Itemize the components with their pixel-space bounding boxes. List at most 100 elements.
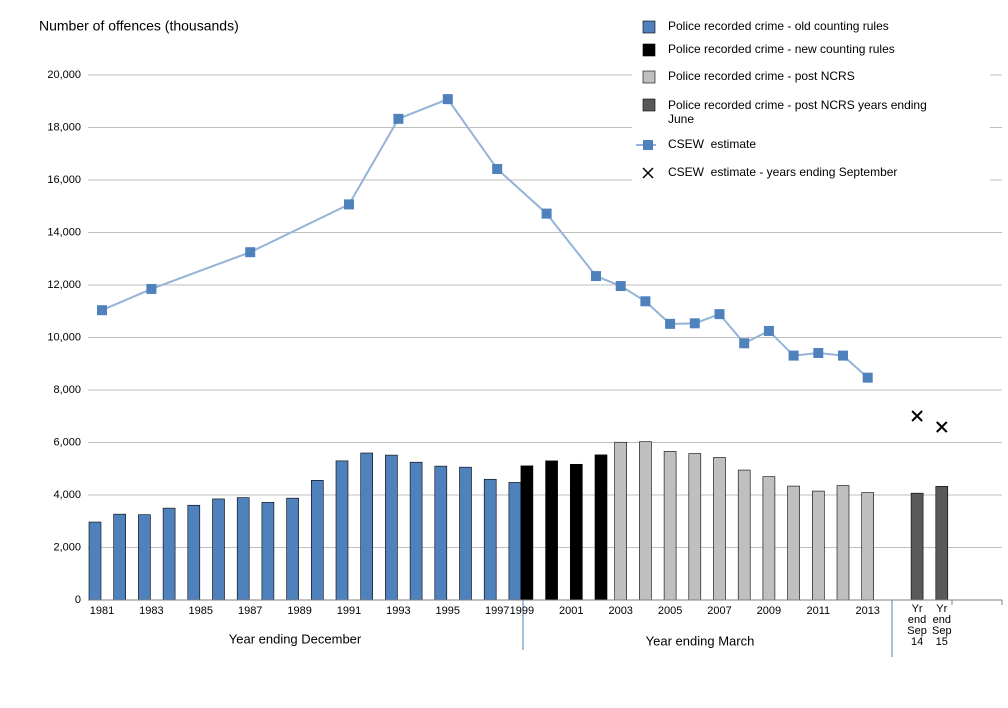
x-tick-label: 1991 [337, 605, 361, 617]
x-tick-label: 2011 [806, 605, 830, 617]
y-tick-label: 12,000 [47, 279, 81, 291]
bar [483, 478, 497, 601]
marker [344, 199, 354, 210]
marks [88, 94, 949, 601]
bar [935, 486, 949, 601]
x-tick-label: 2005 [658, 605, 682, 617]
marker [393, 113, 404, 124]
legend-label: CSEW estimate [668, 137, 756, 151]
bar [639, 441, 652, 601]
x-tick-label: 2013 [855, 605, 879, 617]
bar [385, 454, 398, 601]
x-tick-label: 2009 [757, 605, 781, 617]
legend-swatch [642, 20, 656, 34]
bar [236, 497, 250, 601]
y-tick-label: 0 [75, 594, 81, 606]
y-tick-label: 6,000 [53, 436, 81, 448]
bar [688, 453, 702, 601]
group-label: Year ending December [229, 631, 362, 646]
marker [763, 325, 774, 336]
bar [113, 513, 126, 601]
marker [615, 281, 626, 292]
x-tick-label: 1987 [238, 605, 262, 617]
x-tick-label: 1983 [139, 605, 163, 617]
bar [569, 463, 583, 601]
legend-swatch [642, 70, 656, 84]
marker [245, 247, 256, 258]
x-tick-label: 2007 [707, 605, 731, 617]
bar [508, 482, 522, 601]
legend-label: Police recorded crime - new counting rul… [668, 42, 895, 56]
x-tick-label: 1989 [287, 605, 311, 617]
x-tick-label: 2001 [559, 605, 583, 617]
x-tick-label: 1981 [90, 605, 114, 617]
bar [545, 460, 558, 601]
x-tick-label: 1985 [189, 605, 213, 617]
legend-label: Police recorded crime - post NCRS [668, 69, 855, 83]
y-tick-label: 10,000 [47, 331, 81, 343]
y-tick-label: 18,000 [47, 121, 81, 133]
y-tick-label: 4,000 [53, 489, 81, 501]
legend-label: CSEW estimate - years ending September [668, 165, 897, 179]
marker [591, 271, 601, 282]
bar [737, 469, 751, 601]
bar [713, 457, 726, 601]
bar [187, 504, 201, 601]
legend-label: Police recorded crime - post NCRS years … [668, 98, 927, 126]
cross-marker [936, 421, 948, 433]
x-tick-label-box: Yr end Sep 14 [907, 604, 927, 648]
bar [811, 490, 825, 601]
bar [861, 492, 875, 601]
group-label: Year ending March [646, 633, 755, 648]
x-tick-label: 1993 [386, 605, 410, 617]
x-tick-label: Yr end Sep 14 [907, 604, 927, 648]
bar [286, 497, 299, 601]
bar [162, 507, 176, 601]
bar [663, 451, 677, 601]
y-tick-label: 8,000 [53, 384, 81, 396]
bar [836, 485, 850, 601]
marker [97, 305, 107, 316]
bar [787, 485, 800, 601]
bar [594, 454, 608, 601]
y-tick-label: 14,000 [47, 226, 81, 238]
bar [310, 479, 324, 601]
marker [442, 94, 453, 105]
legend-swatch [642, 167, 654, 179]
y-tick-label: 2,000 [53, 541, 81, 553]
x-tick-label: 1999 [510, 605, 534, 617]
bar [459, 466, 472, 601]
bar [520, 465, 534, 601]
marker [146, 283, 157, 294]
legend-swatch [642, 98, 656, 112]
marker [665, 318, 676, 329]
legend-label-box: Police recorded crime - post NCRS years … [668, 98, 927, 126]
marker [813, 347, 824, 358]
bar [762, 476, 776, 601]
y-tick-label: 16,000 [47, 174, 81, 186]
x-tick-label: 1995 [436, 605, 460, 617]
marker [862, 372, 873, 383]
marker [541, 208, 552, 219]
marker [640, 296, 651, 307]
x-tick-label-box: Yr end Sep 15 [932, 604, 952, 648]
legend-label: Police recorded crime - old counting rul… [668, 19, 889, 33]
x-tick-label: 1997 [485, 605, 509, 617]
marker [838, 350, 848, 361]
legend-background [632, 10, 990, 190]
marker [492, 163, 503, 174]
y-axis-title: Number of offences (thousands) [39, 18, 239, 34]
grid: 0 2,000 4,000 6,000 8,000 10,000 12,000 14,000 1… [47, 69, 1002, 606]
bar [88, 521, 102, 601]
bar [409, 461, 423, 601]
bar [910, 492, 924, 601]
x-tick-label: Yr end Sep 15 [932, 604, 952, 648]
bar [261, 502, 275, 601]
cross-marker [911, 410, 923, 422]
x-tick-label: 2003 [608, 605, 632, 617]
legend-swatch [643, 140, 653, 150]
marker [689, 318, 700, 329]
bar [138, 514, 151, 601]
